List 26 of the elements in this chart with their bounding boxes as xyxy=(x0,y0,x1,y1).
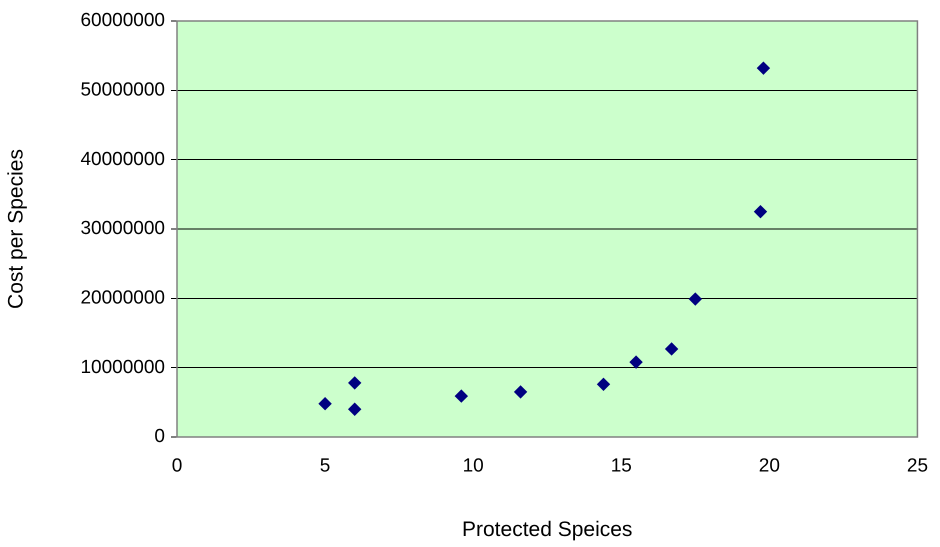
x-axis-title: Protected Speices xyxy=(462,518,632,542)
x-tick-label: 15 xyxy=(610,456,632,477)
y-tick-label: 20000000 xyxy=(80,288,165,309)
point xyxy=(514,385,528,398)
point xyxy=(754,205,767,218)
y-axis-title: Cost per Species xyxy=(4,149,28,309)
x-tick-label: 5 xyxy=(320,456,330,477)
y-tick-label: 50000000 xyxy=(80,80,165,101)
y-tick-label: 40000000 xyxy=(80,148,165,170)
point xyxy=(688,292,702,306)
point xyxy=(454,390,468,403)
x-tick-label: 20 xyxy=(758,456,780,477)
point xyxy=(348,402,362,416)
x-tick-label: 25 xyxy=(906,456,928,477)
point xyxy=(318,397,332,410)
point xyxy=(596,378,610,391)
x-tick-label: 0 xyxy=(172,456,182,477)
point xyxy=(665,342,678,356)
point xyxy=(756,62,770,75)
y-tick-label: 60000000 xyxy=(80,10,165,32)
point xyxy=(348,376,362,390)
y-tick-label: 0 xyxy=(154,426,165,448)
x-tick-label: 10 xyxy=(462,456,484,477)
point xyxy=(630,356,643,369)
y-tick-label: 30000000 xyxy=(80,218,165,240)
y-tick-label: 10000000 xyxy=(80,356,165,378)
